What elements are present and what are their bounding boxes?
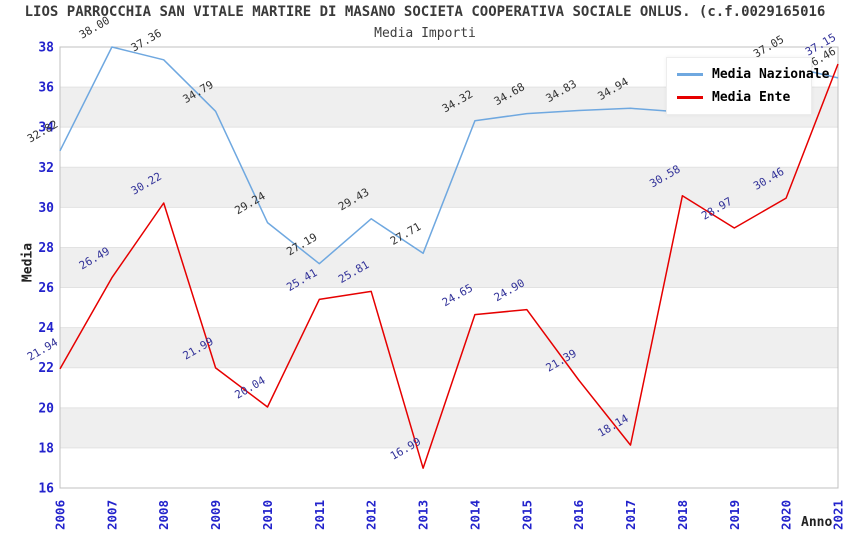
x-tick-label: 2015 (519, 500, 534, 530)
y-tick-label: 24 (38, 321, 54, 336)
grid-band (60, 247, 838, 288)
series-line-media-ente (59, 63, 839, 469)
legend-label: Media Ente (712, 90, 791, 105)
grid-band (60, 327, 838, 368)
y-tick-label: 28 (38, 241, 54, 256)
x-tick-label: 2013 (416, 500, 431, 530)
y-tick-label: 26 (38, 281, 54, 296)
x-tick-label: 2010 (260, 500, 275, 530)
y-tick-label: 20 (38, 401, 54, 416)
x-axis-title: Anno (801, 515, 833, 530)
y-tick-label: 38 (38, 41, 54, 56)
point-value-label: 20.04 (232, 374, 268, 402)
chart-title: LIOS PARROCCHIA SAN VITALE MARTIRE DI MA… (24, 4, 826, 20)
x-tick-label: 2014 (467, 500, 482, 530)
x-tick-label: 2017 (623, 500, 638, 530)
x-tick-label: 2012 (364, 500, 379, 530)
y-tick-label: 36 (38, 81, 54, 96)
media-nazionale-line-swatch-icon (677, 73, 703, 76)
y-tick-label: 32 (38, 161, 54, 176)
chart-legend: Media Nazionale Media Ente (666, 57, 829, 115)
point-value-label: 27.71 (388, 220, 423, 248)
x-tick-label: 2016 (571, 500, 586, 530)
point-value-label: 38.00 (77, 14, 112, 42)
x-tick-label: 2020 (779, 500, 794, 530)
chart-subtitle: Media Importi (374, 26, 476, 41)
y-tick-label: 18 (38, 441, 54, 456)
legend-label: Media Nazionale (712, 67, 830, 82)
plot-border (59, 46, 839, 489)
x-tick-label: 2011 (312, 500, 327, 530)
x-tick-label: 2021 (831, 500, 846, 530)
legend-item-media-ente: Media Ente (677, 90, 801, 105)
x-tick-label: 2008 (156, 500, 171, 530)
x-tick-label: 2006 (53, 500, 68, 530)
x-tick-label: 2009 (208, 500, 223, 530)
y-tick-label: 16 (38, 482, 54, 497)
legend-item-media-nazionale: Media Nazionale (677, 67, 829, 82)
y-tick-label: 30 (38, 201, 54, 216)
x-tick-label: 2019 (727, 500, 742, 530)
y-tick-label: 34 (38, 121, 54, 136)
y-tick-label: 22 (38, 361, 54, 376)
media-ente-line-swatch-icon (677, 96, 703, 99)
x-tick-label: 2007 (104, 500, 119, 530)
point-value-label: 21.94 (25, 336, 61, 364)
grid-band (60, 407, 838, 448)
point-value-label: 37.36 (129, 27, 164, 55)
x-tick-label: 2018 (675, 500, 690, 530)
